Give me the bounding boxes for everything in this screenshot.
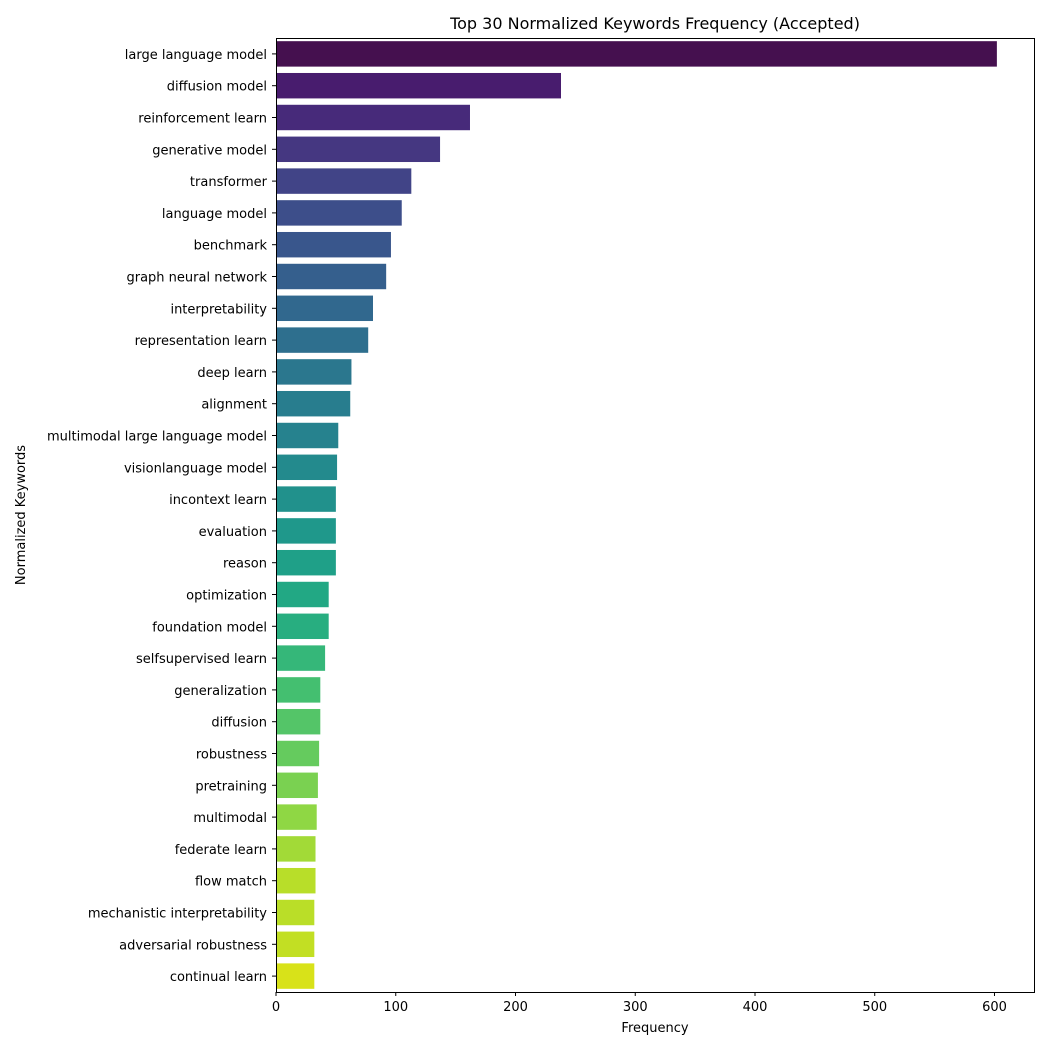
y-tick-label: graph neural network bbox=[126, 271, 267, 286]
y-tick-label: mechanistic interpretability bbox=[88, 907, 267, 922]
y-tick-label: large language model bbox=[125, 48, 267, 63]
x-tick-label: 400 bbox=[743, 1000, 768, 1015]
bar bbox=[276, 422, 339, 449]
y-tick-label: diffusion model bbox=[167, 80, 267, 95]
y-tick-label: benchmark bbox=[194, 239, 268, 254]
y-tick-label: optimization bbox=[186, 589, 267, 604]
y-tick-label: representation learn bbox=[135, 334, 267, 349]
x-tick-label: 0 bbox=[272, 1000, 280, 1015]
y-tick-labels: large language model diffusion model reinf… bbox=[47, 48, 276, 985]
plot-frame bbox=[276, 38, 1035, 993]
y-tick-label: interpretability bbox=[170, 302, 267, 317]
bar bbox=[276, 613, 329, 640]
bar bbox=[276, 867, 316, 894]
y-tick-label: federate learn bbox=[175, 843, 267, 858]
x-ticks: 0 100 200 300 400 500 600 bbox=[272, 992, 1007, 1015]
bar bbox=[276, 41, 997, 67]
bar bbox=[276, 263, 387, 290]
x-tick-label: 600 bbox=[982, 1000, 1007, 1015]
y-tick-label: generalization bbox=[174, 684, 267, 699]
bar bbox=[276, 295, 373, 322]
x-axis-label: Frequency bbox=[621, 1021, 688, 1036]
x-tick-label: 300 bbox=[623, 1000, 648, 1015]
y-tick-label: visionlanguage model bbox=[124, 461, 267, 476]
y-tick-label: flow match bbox=[195, 875, 267, 890]
bar bbox=[276, 390, 351, 417]
y-tick-label: transformer bbox=[190, 175, 268, 190]
y-tick-label: reason bbox=[223, 557, 267, 572]
y-tick-label: multimodal large language model bbox=[47, 430, 267, 445]
y-tick-label: continual learn bbox=[170, 970, 267, 985]
y-tick-label: language model bbox=[162, 207, 267, 222]
bar bbox=[276, 359, 352, 385]
y-tick-label: deep learn bbox=[197, 366, 267, 381]
bar bbox=[276, 931, 315, 958]
bar bbox=[276, 804, 317, 830]
bar bbox=[276, 549, 336, 576]
x-tick-label: 200 bbox=[503, 1000, 528, 1015]
y-tick-label: pretraining bbox=[195, 779, 267, 794]
y-tick-label: evaluation bbox=[199, 525, 267, 540]
y-tick-label: incontext learn bbox=[169, 493, 267, 508]
bar bbox=[276, 772, 318, 799]
bar bbox=[276, 231, 391, 258]
y-tick-label: multimodal bbox=[193, 811, 267, 826]
y-tick-label: adversarial robustness bbox=[119, 938, 267, 953]
bar bbox=[276, 104, 470, 131]
y-tick-label: foundation model bbox=[152, 620, 267, 635]
bar bbox=[276, 486, 336, 512]
chart-title: Top 30 Normalized Keywords Frequency (Ac… bbox=[449, 14, 860, 33]
bar bbox=[276, 136, 441, 163]
y-axis-label: Normalized Keywords bbox=[14, 445, 29, 585]
bar bbox=[276, 168, 412, 194]
bar bbox=[276, 963, 315, 989]
x-tick-label: 500 bbox=[862, 1000, 887, 1015]
bar bbox=[276, 899, 315, 926]
y-tick-label: selfsupervised learn bbox=[136, 652, 267, 667]
bar bbox=[276, 836, 316, 862]
bar bbox=[276, 518, 336, 544]
bar bbox=[276, 581, 329, 608]
bar bbox=[276, 708, 321, 735]
bar bbox=[276, 72, 561, 99]
y-tick-label: alignment bbox=[201, 398, 267, 413]
bars-group bbox=[276, 41, 997, 989]
bar bbox=[276, 454, 338, 481]
bar bbox=[276, 200, 402, 226]
y-tick-label: generative model bbox=[152, 143, 267, 158]
bar bbox=[276, 327, 369, 353]
bar bbox=[276, 677, 321, 703]
x-tick-label: 100 bbox=[383, 1000, 408, 1015]
bar bbox=[276, 740, 320, 767]
bar bbox=[276, 645, 326, 671]
y-tick-label: robustness bbox=[196, 748, 267, 763]
y-tick-label: diffusion bbox=[211, 716, 267, 731]
y-tick-label: reinforcement learn bbox=[138, 112, 267, 127]
